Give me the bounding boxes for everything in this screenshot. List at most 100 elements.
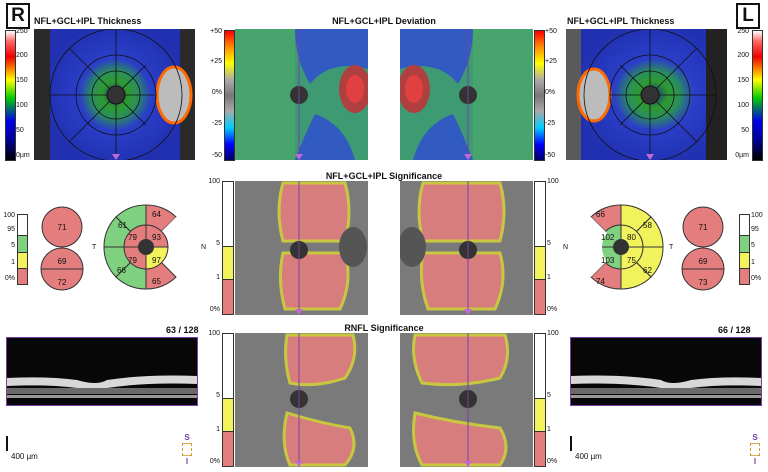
deviation-map-left[interactable] <box>400 29 533 160</box>
orientation-box-icon <box>750 443 760 456</box>
sector-value-inner-superior-nasal: 102 <box>601 233 615 242</box>
dev-tick-m50: -50 <box>545 152 556 159</box>
bscan-counter-right: 63 / 128 <box>166 325 199 335</box>
significance-bar-right-ticks: 100 5 1 0% <box>204 178 222 318</box>
significance-map-left[interactable] <box>400 181 533 315</box>
rnfl-map-right-svg <box>235 333 368 467</box>
sector-chart-right <box>103 204 186 290</box>
temporal-label: T <box>669 244 674 251</box>
tick-0: 0µm <box>16 152 30 159</box>
dev-tick-m50: -50 <box>211 152 222 159</box>
thickness-colorbar-left <box>752 30 763 161</box>
dev-tick-p25: +25 <box>545 58 557 65</box>
hemi-value-superior: 71 <box>698 223 708 232</box>
tick-100: 100 <box>737 102 749 109</box>
tick-250: 250 <box>737 28 749 35</box>
right-eye-badge: R <box>6 3 30 29</box>
superior-hemisphere <box>682 206 724 248</box>
significance-legend-left <box>739 214 750 285</box>
nasal-label: N <box>563 244 569 251</box>
hemi-value-inferior: 73 <box>698 278 708 287</box>
sig-tick-100: 100 <box>547 330 559 337</box>
scale-bar-label-left: 400 µm <box>575 452 602 461</box>
scale-bar-right <box>6 436 8 451</box>
bscan-right[interactable] <box>6 337 198 406</box>
scale-bar-left <box>570 436 572 451</box>
dev-tick-0: 0% <box>211 89 222 96</box>
sig-tick-0: 0% <box>547 306 558 313</box>
sig-tick-1: 1 <box>216 426 220 433</box>
rnfl-significance-title: RNFL Significance <box>344 323 424 333</box>
deviation-title: NFL+GCL+IPL Deviation <box>332 16 436 26</box>
sector-value-inner-inferior-nasal: 103 <box>601 256 615 265</box>
sig-tick-1: 1 <box>547 274 551 281</box>
tick-200: 200 <box>737 52 749 59</box>
thickness-title-left: NFL+GCL+IPL Thickness <box>567 16 675 26</box>
rnfl-map-right[interactable] <box>235 333 368 467</box>
sig-tick-1: 1 <box>11 259 15 266</box>
significance-map-right[interactable] <box>235 181 368 315</box>
significance-legend-left-ticks: 100 95 5 1 0% <box>751 212 767 288</box>
deviation-colorbar-right <box>224 30 235 161</box>
deviation-colorbar-left <box>534 30 545 161</box>
sig-tick-95: 95 <box>7 226 15 233</box>
hemi-value-superior: 71 <box>57 223 67 232</box>
significance-legend-right <box>17 214 28 285</box>
deviation-map-right[interactable] <box>235 29 368 160</box>
sector-value-inner-inferior-temporal: 75 <box>627 256 636 265</box>
thickness-map-right-svg <box>34 29 195 160</box>
tick-50: 50 <box>741 127 749 134</box>
sig-tick-5: 5 <box>11 242 15 249</box>
temporal-label: T <box>92 244 97 251</box>
tick-250: 250 <box>16 28 28 35</box>
sig-tick-1: 1 <box>216 274 220 281</box>
dev-tick-m25: -25 <box>545 120 556 127</box>
sig-tick-100: 100 <box>208 330 220 337</box>
bscan-counter-left: 66 / 128 <box>718 325 751 335</box>
inferior-label: I <box>753 457 757 466</box>
tick-0: 0µm <box>735 152 749 159</box>
bscan-left-svg <box>571 375 761 398</box>
thickness-map-right[interactable] <box>34 29 195 160</box>
dev-tick-p50: +50 <box>210 28 222 35</box>
sig-tick-0: 0% <box>209 306 220 313</box>
sector-value-inner-inferior-temporal: 79 <box>128 256 137 265</box>
sig-tick-100: 100 <box>751 212 763 219</box>
significance-legend-right-ticks: 100 95 5 1 0% <box>3 212 16 288</box>
tick-50: 50 <box>16 127 24 134</box>
significance-bar-left-ticks: 100 5 1 0% <box>547 178 565 318</box>
bscan-right-svg <box>7 375 197 398</box>
hemi-value-total: 69 <box>57 257 67 266</box>
sector-value-outer-inferior-temporal: 66 <box>117 266 126 275</box>
sector-value-outer-superior-nasal: 64 <box>152 210 161 219</box>
deviation-scale-left: +50 +25 0% -25 -50 <box>545 28 567 164</box>
tick-200: 200 <box>16 52 28 59</box>
significance-map-left-svg <box>400 181 533 315</box>
left-eye-badge: L <box>736 3 760 29</box>
superior-label: S <box>752 433 758 442</box>
thickness-scale-left: 250 200 150 100 50 0µm <box>729 28 751 164</box>
rnfl-map-left[interactable] <box>400 333 533 467</box>
sector-value-outer-superior-temporal: 58 <box>643 221 652 230</box>
nasal-label: N <box>201 244 207 251</box>
hemisphere-chart-left <box>681 206 725 291</box>
sig-tick-100: 100 <box>547 178 559 185</box>
sector-value-outer-inferior-nasal: 65 <box>152 277 161 286</box>
orientation-box-icon <box>182 443 192 456</box>
tick-100: 100 <box>16 102 28 109</box>
sector-value-inner-superior-temporal: 80 <box>627 233 636 242</box>
bscan-left[interactable] <box>570 337 762 406</box>
rnfl-bar-right-ticks: 100 5 1 0% <box>204 330 222 470</box>
sig-tick-100: 100 <box>3 212 15 219</box>
sector-value-outer-inferior-nasal: 74 <box>596 277 605 286</box>
inferior-label: I <box>185 457 189 466</box>
sector-value-inner-superior-nasal: 93 <box>152 233 161 242</box>
sig-tick-5: 5 <box>751 242 755 249</box>
dev-tick-m25: -25 <box>211 120 222 127</box>
sig-tick-0: 0% <box>4 275 15 282</box>
sig-tick-5: 5 <box>216 240 220 247</box>
thickness-map-left[interactable] <box>566 29 727 160</box>
thickness-title-right: NFL+GCL+IPL Thickness <box>34 16 142 26</box>
tick-150: 150 <box>737 77 749 84</box>
sector-chart-left <box>581 204 664 290</box>
